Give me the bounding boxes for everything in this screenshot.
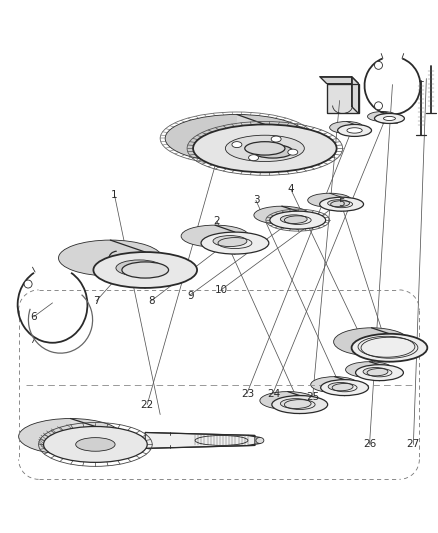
Ellipse shape — [311, 377, 359, 393]
Ellipse shape — [321, 379, 368, 395]
Ellipse shape — [363, 368, 388, 376]
Text: 5: 5 — [338, 198, 345, 208]
Ellipse shape — [116, 260, 162, 276]
Polygon shape — [352, 77, 359, 114]
Text: 25: 25 — [306, 392, 319, 402]
Polygon shape — [346, 122, 355, 136]
Ellipse shape — [76, 438, 115, 451]
Ellipse shape — [271, 136, 281, 142]
Ellipse shape — [328, 200, 350, 207]
Polygon shape — [110, 240, 145, 288]
Polygon shape — [371, 328, 389, 362]
Ellipse shape — [270, 211, 326, 229]
Ellipse shape — [122, 262, 169, 278]
Text: 2: 2 — [213, 216, 220, 227]
Ellipse shape — [334, 328, 410, 356]
Polygon shape — [282, 206, 298, 229]
Text: 1: 1 — [111, 190, 117, 200]
Text: 9: 9 — [187, 290, 194, 301]
Bar — [327, 84, 359, 114]
Ellipse shape — [193, 124, 337, 172]
Text: 8: 8 — [148, 296, 155, 306]
Ellipse shape — [253, 144, 293, 158]
Polygon shape — [145, 432, 255, 448]
Polygon shape — [327, 84, 359, 114]
Ellipse shape — [288, 149, 298, 155]
Text: 26: 26 — [363, 440, 376, 449]
Ellipse shape — [338, 124, 371, 136]
Ellipse shape — [347, 128, 362, 133]
Ellipse shape — [256, 438, 264, 443]
Text: 23: 23 — [241, 389, 254, 399]
Ellipse shape — [19, 418, 122, 455]
Ellipse shape — [232, 142, 242, 148]
Ellipse shape — [165, 115, 309, 163]
Text: 10: 10 — [215, 285, 228, 295]
Ellipse shape — [374, 114, 404, 124]
Text: 6: 6 — [30, 312, 37, 322]
Ellipse shape — [272, 395, 328, 414]
Ellipse shape — [245, 142, 285, 155]
Polygon shape — [288, 392, 300, 414]
Ellipse shape — [249, 155, 258, 160]
Ellipse shape — [24, 280, 32, 288]
Ellipse shape — [201, 232, 269, 254]
Ellipse shape — [367, 111, 397, 122]
Polygon shape — [382, 111, 389, 124]
Ellipse shape — [59, 240, 162, 276]
Ellipse shape — [260, 392, 316, 409]
Text: 27: 27 — [406, 440, 420, 449]
Polygon shape — [335, 377, 345, 395]
Ellipse shape — [374, 102, 382, 110]
Ellipse shape — [254, 206, 310, 224]
Ellipse shape — [280, 215, 307, 223]
Ellipse shape — [374, 61, 382, 69]
Polygon shape — [215, 225, 235, 254]
Ellipse shape — [356, 365, 403, 381]
Ellipse shape — [93, 252, 197, 288]
Ellipse shape — [280, 399, 311, 408]
Text: 7: 7 — [93, 296, 100, 306]
Text: 24: 24 — [267, 389, 280, 399]
Text: 4: 4 — [288, 184, 294, 195]
Polygon shape — [71, 418, 95, 462]
Polygon shape — [320, 77, 359, 84]
Ellipse shape — [43, 426, 147, 462]
Text: 3: 3 — [253, 195, 259, 205]
Ellipse shape — [213, 236, 247, 247]
Polygon shape — [237, 115, 265, 172]
Polygon shape — [370, 362, 379, 381]
Ellipse shape — [330, 122, 364, 133]
Ellipse shape — [308, 193, 352, 207]
Text: 22: 22 — [140, 400, 154, 410]
Ellipse shape — [352, 334, 427, 362]
Ellipse shape — [320, 197, 364, 211]
Ellipse shape — [384, 117, 396, 120]
Ellipse shape — [226, 135, 304, 161]
Ellipse shape — [346, 362, 393, 378]
Ellipse shape — [328, 383, 353, 391]
Polygon shape — [330, 193, 342, 211]
Ellipse shape — [181, 225, 249, 247]
